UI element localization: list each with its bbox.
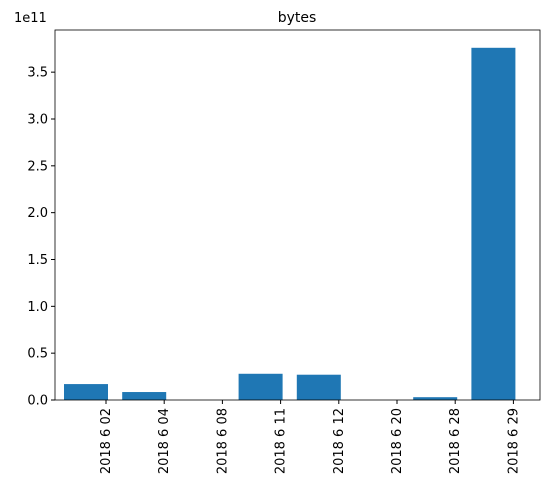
bar bbox=[238, 373, 283, 400]
x-tick-label: 2018 6 11 bbox=[274, 408, 289, 474]
y-tick-label: 0.0 bbox=[27, 394, 48, 409]
x-tick-label: 2018 6 02 bbox=[99, 408, 114, 474]
bar bbox=[64, 384, 108, 400]
bar bbox=[471, 47, 516, 400]
chart-title: bytes bbox=[278, 10, 317, 26]
offset-label: 1e11 bbox=[14, 11, 47, 26]
bar bbox=[122, 392, 167, 400]
y-tick-label: 2.5 bbox=[27, 159, 48, 174]
y-tick-label: 0.5 bbox=[27, 347, 48, 362]
x-tick-label: 2018 6 08 bbox=[215, 408, 230, 474]
x-tick-label: 2018 6 28 bbox=[448, 408, 463, 474]
y-tick-label: 1.0 bbox=[27, 300, 48, 315]
plot-frame bbox=[54, 29, 541, 401]
y-tick-label: 3.5 bbox=[27, 66, 48, 81]
x-tick-label: 2018 6 12 bbox=[332, 408, 347, 474]
bar bbox=[413, 397, 458, 400]
x-tick-label: 2018 6 29 bbox=[506, 408, 521, 474]
y-tick-label: 1.5 bbox=[27, 253, 48, 268]
x-tick-label: 2018 6 04 bbox=[157, 408, 172, 474]
y-tick-label: 2.0 bbox=[27, 206, 48, 221]
y-tick-label: 3.0 bbox=[27, 112, 48, 127]
bar bbox=[296, 374, 341, 400]
x-tick-label: 2018 6 20 bbox=[390, 408, 405, 474]
